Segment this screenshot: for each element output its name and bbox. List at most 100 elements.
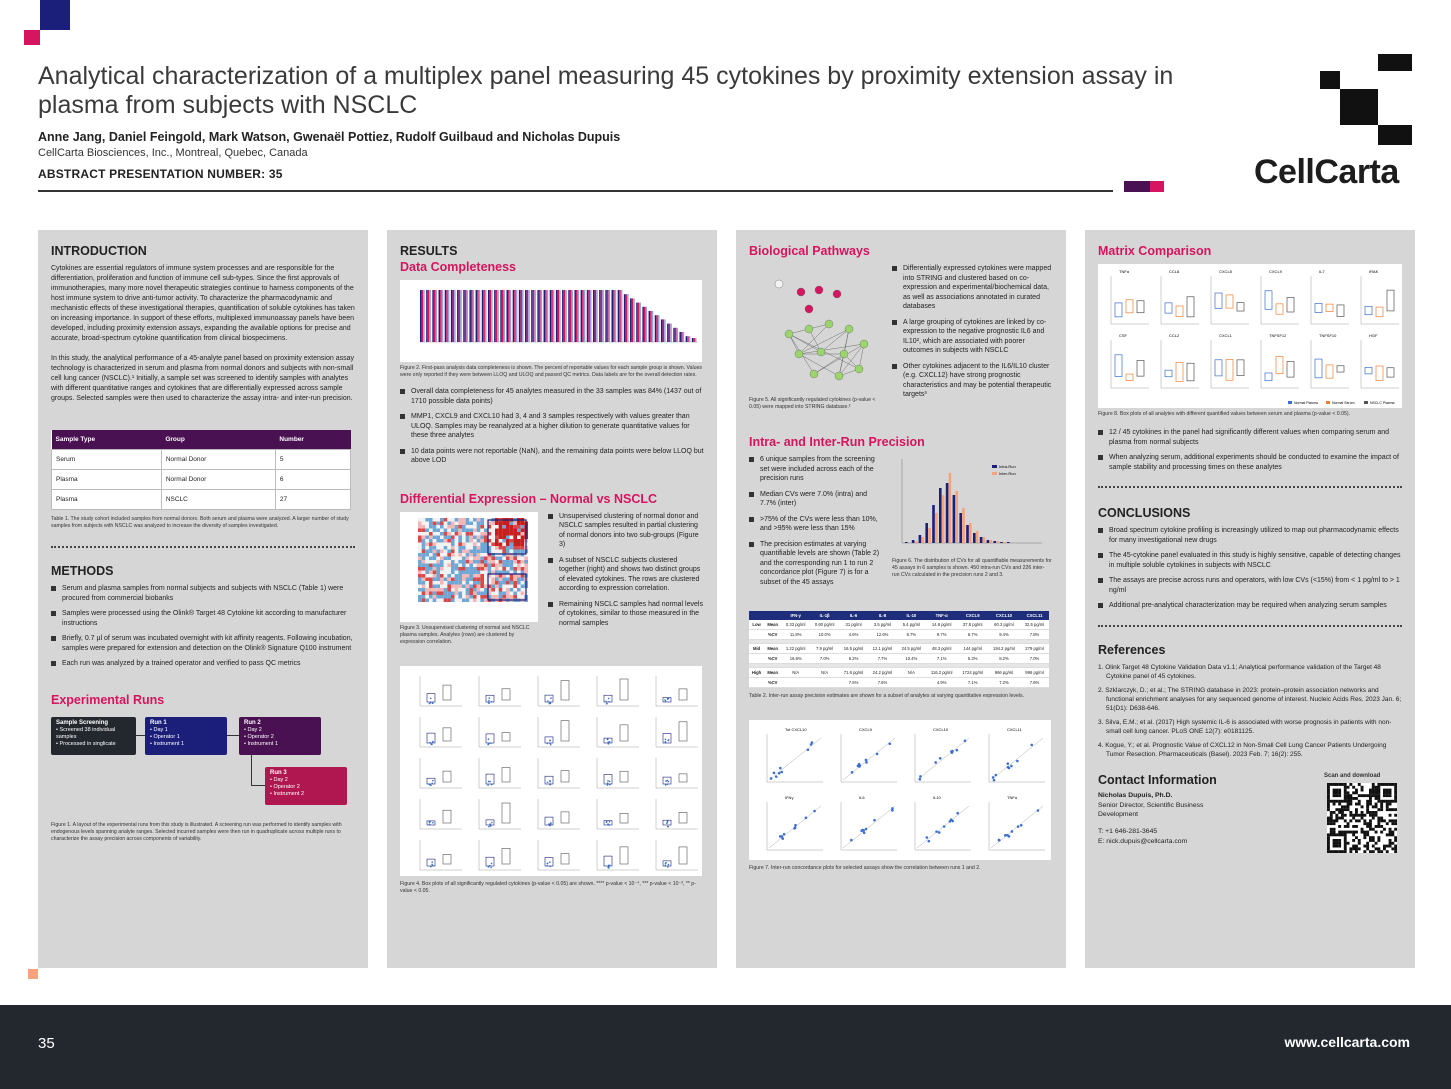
qr-module [1374, 785, 1378, 789]
bar-intra [966, 525, 969, 543]
box [1175, 362, 1184, 382]
qr-module [1369, 788, 1372, 791]
heatmap-cell [443, 591, 448, 595]
heatmap-cell [484, 594, 488, 598]
heatmap-cell [520, 524, 525, 528]
list-item: The assays are precise across runs and o… [1098, 576, 1402, 595]
bar [534, 290, 536, 342]
point [809, 743, 813, 746]
heatmap-cell [517, 577, 521, 581]
cluster-box [487, 518, 527, 555]
qr-module [1366, 793, 1370, 797]
heatmap-cell [469, 545, 473, 549]
box [442, 770, 452, 782]
heatmap-cell [432, 535, 437, 539]
heatmap-cell [421, 556, 426, 560]
heatmap-cell [513, 584, 517, 588]
qr-module [1349, 799, 1353, 803]
qr-module [1343, 849, 1347, 853]
heatmap-cell [440, 591, 444, 595]
heatmap-cell [520, 594, 525, 598]
qr-module [1352, 824, 1356, 828]
heatmap-cell [495, 556, 499, 560]
point [430, 784, 432, 786]
heatmap-cell [502, 556, 506, 560]
heatmap-cell [451, 580, 455, 584]
point [864, 758, 868, 762]
qr-module [1388, 827, 1392, 831]
heatmap-cell [509, 587, 514, 591]
heatmap-cell [476, 521, 481, 525]
point [777, 771, 781, 775]
qr-module [1355, 818, 1358, 822]
qr-module [1349, 793, 1353, 797]
bar [494, 290, 496, 342]
heatmap-cell [513, 570, 517, 574]
node [816, 347, 826, 357]
website-link[interactable]: www.cellcarta.com [1284, 1034, 1410, 1050]
point [955, 748, 959, 752]
heatmap-cell [487, 531, 492, 535]
qr-module [1349, 802, 1353, 805]
heatmap-cell [451, 566, 455, 570]
point [546, 864, 548, 867]
box [560, 769, 570, 782]
box [501, 731, 511, 741]
bar [688, 336, 691, 342]
heatmap-cell [443, 598, 448, 602]
qr-module [1341, 810, 1344, 814]
heatmap-cell [447, 566, 451, 570]
heatmap-cell [491, 591, 495, 595]
heatmap-cell [425, 531, 429, 535]
runs-heading: Experimental Runs [51, 692, 165, 707]
heatmap-cell [429, 563, 433, 567]
heatmap-cell [447, 535, 451, 539]
qr-module [1380, 782, 1384, 786]
qr-code-icon[interactable] [1327, 782, 1397, 853]
bar [651, 311, 654, 342]
heatmap-cell [432, 542, 437, 546]
heatmap-cell [495, 538, 499, 542]
heatmap-cell [476, 566, 481, 570]
bar [489, 290, 492, 342]
heatmap-cell [480, 545, 484, 549]
box [544, 694, 554, 702]
point [935, 830, 938, 833]
heatmap-cell [443, 552, 448, 556]
qr-module [1338, 807, 1342, 811]
heatmap-cell [454, 528, 459, 532]
qr-module [1357, 841, 1361, 845]
qr-module [1352, 813, 1356, 817]
diff-expression-list: Unsupervised clustering of normal donor … [548, 512, 703, 646]
heatmap-cell [458, 573, 462, 577]
bar [617, 290, 620, 342]
heatmap-cell [465, 587, 470, 591]
qr-module [1374, 846, 1378, 850]
box [442, 684, 452, 700]
qr-module [1366, 821, 1370, 825]
heatmap-cell [425, 552, 429, 556]
heatmap-cell [495, 559, 499, 563]
qr-module [1341, 799, 1344, 803]
bar [583, 290, 586, 342]
box [1186, 362, 1195, 382]
heatmap-cell [465, 594, 470, 598]
heatmap-cell [513, 531, 517, 535]
box [1225, 359, 1234, 381]
heatmap-cell [432, 570, 437, 574]
bar [644, 306, 646, 342]
qr-module [1332, 782, 1336, 786]
point [963, 739, 967, 743]
heatmap-cell [436, 538, 440, 542]
heatmap-cell [462, 591, 466, 595]
qr-module [1363, 830, 1367, 833]
qr-module [1343, 807, 1347, 811]
heatmap-cell [506, 552, 510, 556]
heatmap-cell [484, 531, 488, 535]
qr-module [1377, 849, 1381, 853]
qr-module [1369, 796, 1372, 800]
heatmap-cell [495, 577, 499, 581]
qr-module [1383, 844, 1386, 847]
reference-item: 2. Szklarczyk, D.; et al.; The STRING da… [1098, 686, 1402, 712]
qr-module [1346, 807, 1350, 811]
